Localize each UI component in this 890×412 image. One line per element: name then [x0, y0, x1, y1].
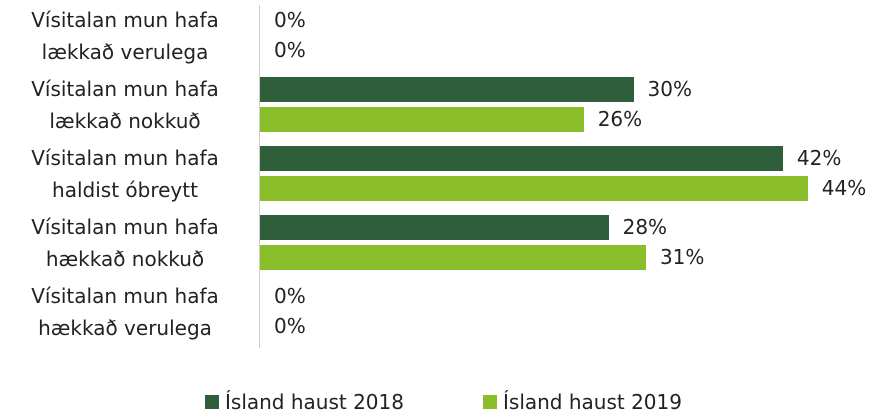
legend-label: Ísland haust 2018 — [225, 390, 404, 412]
value-label: 0% — [274, 314, 306, 338]
category-label: Vísitalan mun hafa hækkað nokkuð — [31, 215, 219, 271]
category-label: Vísitalan mun hafa hækkað verulega — [31, 284, 219, 340]
category-label: Vísitalan mun hafa haldist óbreytt — [31, 146, 219, 202]
legend-swatch — [483, 395, 497, 409]
category-label: Vísitalan mun hafa lækkað nokkuð — [31, 77, 219, 133]
legend-item: Ísland haust 2019 — [483, 388, 682, 412]
value-label: 28% — [622, 215, 668, 239]
category-label: Vísitalan mun hafa lækkað verulega — [31, 8, 219, 64]
bar — [260, 176, 808, 201]
value-label: 0% — [274, 38, 306, 62]
value-label: 0% — [274, 284, 306, 308]
bar — [260, 146, 783, 171]
value-label: 31% — [659, 245, 705, 269]
bar — [260, 77, 634, 102]
bar — [260, 215, 609, 240]
value-label: 44% — [821, 176, 867, 200]
legend-label: Ísland haust 2019 — [503, 390, 682, 412]
legend-swatch — [205, 395, 219, 409]
value-label: 26% — [597, 107, 643, 131]
bar — [260, 245, 646, 270]
value-label: 0% — [274, 8, 306, 32]
axis-line — [259, 5, 260, 348]
value-label: 30% — [647, 77, 692, 101]
bar — [260, 107, 584, 132]
value-label: 42% — [796, 146, 842, 170]
legend-item: Ísland haust 2018 — [205, 388, 404, 412]
